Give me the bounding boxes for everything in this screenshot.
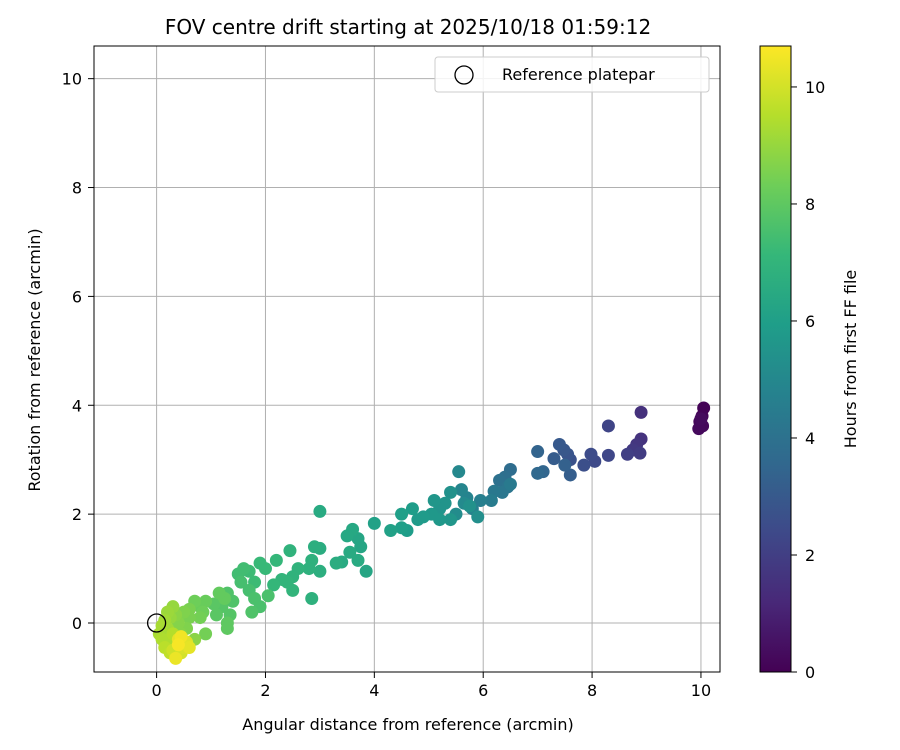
scatter-point — [343, 545, 357, 559]
scatter-point — [169, 651, 183, 665]
y-tick-label: 2 — [72, 505, 82, 524]
scatter-point — [209, 608, 223, 622]
y-tick-label: 4 — [72, 396, 82, 415]
x-tick-label: 0 — [152, 681, 162, 700]
scatter-point — [313, 564, 327, 578]
colorbar-ticks: 0 2 4 6 8 10 — [791, 78, 825, 682]
scatter-point — [305, 592, 319, 606]
plot-area-frame — [93, 45, 721, 673]
grid-lines — [94, 46, 720, 672]
scatter-point — [452, 465, 466, 479]
scatter-point — [620, 447, 634, 461]
scatter-point — [182, 641, 196, 655]
reference-platepar-marker — [146, 613, 167, 633]
scatter-point — [454, 483, 468, 497]
scatter-point — [220, 621, 234, 635]
colorbar-label: Hours from first FF file — [841, 270, 860, 449]
reference-marker-group — [146, 613, 167, 633]
scatter-point — [199, 627, 213, 641]
scatter-point — [307, 540, 321, 554]
scatter-point — [547, 452, 561, 466]
scatter-point — [193, 611, 207, 625]
scatter-point — [411, 513, 425, 527]
scatter-point — [253, 556, 267, 570]
colorbar-tick-label: 10 — [805, 78, 825, 97]
scatter-point — [444, 513, 458, 527]
scatter-point — [531, 466, 545, 480]
scatter-point — [283, 544, 297, 558]
scatter-point — [484, 494, 498, 508]
scatter-point — [634, 405, 648, 419]
scatter-point — [267, 578, 281, 592]
chart-title: FOV centre drift starting at 2025/10/18 … — [165, 15, 651, 39]
scatter-point — [463, 499, 477, 513]
scatter-point — [302, 562, 316, 576]
scatter-point — [212, 586, 226, 600]
scatter-point — [577, 458, 591, 472]
scatter-point — [433, 513, 447, 527]
scatter-point — [395, 507, 409, 521]
scatter-points — [152, 401, 711, 665]
x-axis-label: Angular distance from reference (arcmin) — [242, 715, 573, 734]
scatter-point — [367, 516, 381, 530]
scatter-point — [427, 494, 441, 508]
scatter-point — [286, 583, 300, 597]
scatter-point — [313, 504, 327, 518]
scatter-point — [245, 605, 259, 619]
scatter-point — [444, 485, 458, 499]
scatter-point — [584, 447, 598, 461]
scatter-point — [558, 458, 572, 472]
colorbar-tick-label: 2 — [805, 546, 815, 565]
x-axis: 0 2 4 6 8 10 — [152, 672, 711, 700]
scatter-point — [563, 468, 577, 482]
scatter-point — [471, 510, 485, 524]
scatter-point — [601, 419, 615, 433]
legend-label: Reference platepar — [502, 65, 655, 84]
scatter-point — [329, 556, 343, 570]
scatter-point — [269, 553, 283, 567]
scatter-point — [694, 412, 708, 426]
scatter-point — [384, 523, 398, 537]
scatter-point — [692, 422, 706, 436]
colorbar-tick-label: 6 — [805, 312, 815, 331]
scatter-point — [473, 494, 487, 508]
y-tick-label: 8 — [72, 179, 82, 198]
scatter-point — [531, 445, 545, 459]
colorbar-tick-label: 0 — [805, 663, 815, 682]
scatter-point — [171, 638, 185, 652]
x-tick-label: 8 — [587, 681, 597, 700]
x-tick-label: 4 — [369, 681, 379, 700]
colorbar-tick-label: 4 — [805, 429, 815, 448]
y-axis-label: Rotation from reference (arcmin) — [25, 228, 44, 491]
scatter-point — [633, 446, 647, 460]
x-tick-label: 6 — [478, 681, 488, 700]
scatter-point — [395, 521, 409, 535]
colorbar-tick-label: 8 — [805, 195, 815, 214]
scatter-point — [261, 589, 275, 603]
legend-marker-open-circle — [454, 65, 474, 85]
y-tick-label: 6 — [72, 287, 82, 306]
colorbar-gradient — [759, 45, 792, 673]
scatter-point — [234, 575, 248, 589]
x-tick-label: 10 — [691, 681, 711, 700]
scatter-point — [503, 477, 517, 491]
legend: Reference platepar — [434, 56, 710, 93]
y-tick-label: 0 — [72, 614, 82, 633]
y-tick-label: 10 — [62, 70, 82, 89]
scatter-point — [405, 502, 419, 516]
scatter-point — [552, 437, 566, 451]
legend-box — [434, 56, 710, 93]
scatter-point — [340, 529, 354, 543]
scatter-point — [359, 564, 373, 578]
scatter-point — [601, 448, 615, 462]
x-tick-label: 2 — [260, 681, 270, 700]
y-axis: 0 2 4 6 8 10 — [62, 70, 94, 633]
scatter-point — [351, 553, 365, 567]
colorbar: 0 2 4 6 8 10 Hours from first FF file — [759, 45, 860, 682]
